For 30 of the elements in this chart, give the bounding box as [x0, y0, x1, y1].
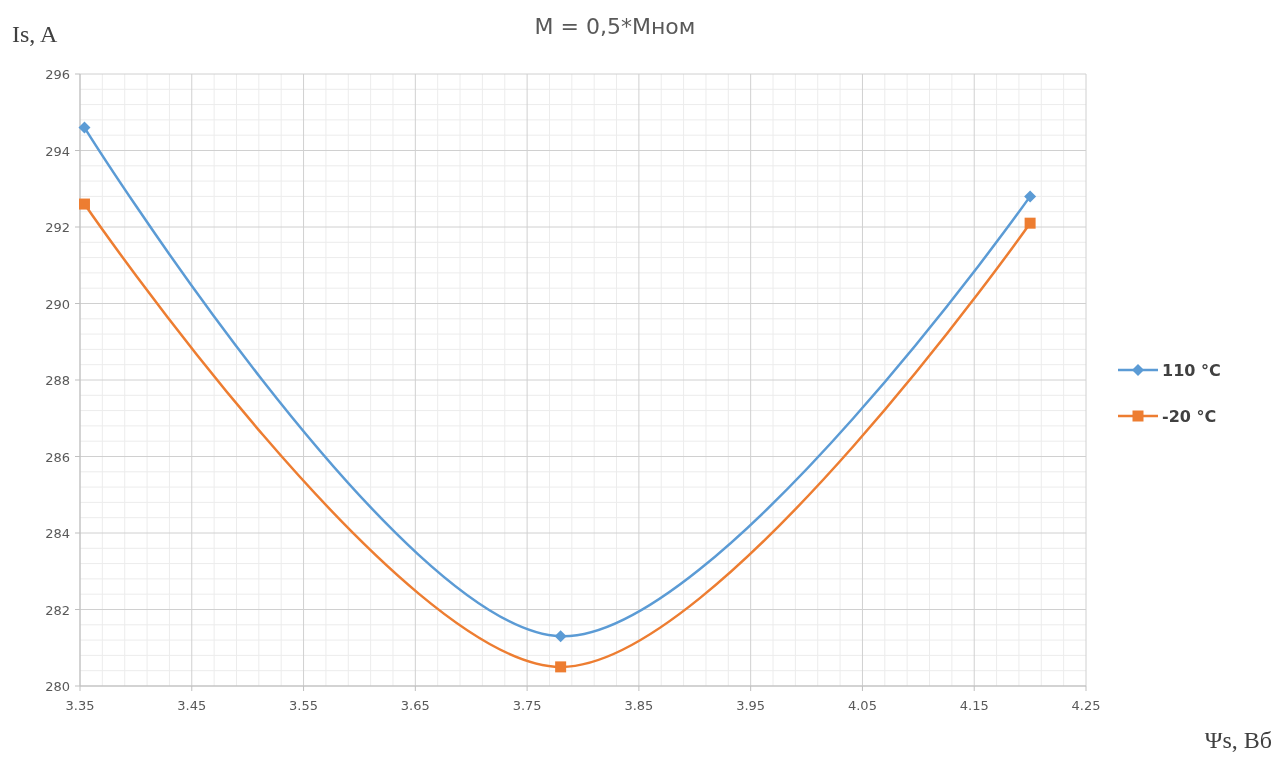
legend-label: -20 °C	[1162, 407, 1217, 426]
point	[1024, 190, 1037, 203]
y-tick-label: 288	[45, 373, 70, 388]
x-tick-label: 3.75	[512, 698, 542, 713]
x-tick-label: 4.05	[847, 698, 877, 713]
y-tick-label: 280	[45, 679, 70, 694]
point	[78, 121, 91, 134]
y-tick-label: 284	[45, 526, 70, 541]
x-tick-label: 4.15	[959, 698, 989, 713]
point	[78, 198, 90, 210]
x-axis-title: Ψs, Вб	[1204, 727, 1272, 753]
y-tick-label: 292	[45, 220, 70, 235]
legend-label: 110 °C	[1162, 361, 1221, 380]
x-tick-label: 3.65	[400, 698, 430, 713]
x-tick-label: 3.45	[177, 698, 207, 713]
x-tick-label: 3.85	[624, 698, 654, 713]
chart-title: M = 0,5*Mном	[534, 14, 696, 39]
y-tick-label: 286	[45, 449, 70, 465]
point	[1024, 217, 1036, 229]
x-tick-label: 4.25	[1071, 698, 1101, 713]
y-tick-label: 296	[45, 67, 70, 82]
y-tick-label: 282	[45, 602, 70, 618]
point	[555, 661, 567, 673]
y-axis-title: Is, A	[12, 21, 59, 47]
y-tick-label: 290	[45, 296, 70, 312]
x-tick-label: 3.35	[65, 698, 95, 713]
x-tick-label: 3.95	[736, 698, 766, 713]
point	[554, 630, 567, 643]
x-tick-label: 3.55	[289, 698, 319, 713]
y-tick-label: 294	[45, 143, 70, 159]
